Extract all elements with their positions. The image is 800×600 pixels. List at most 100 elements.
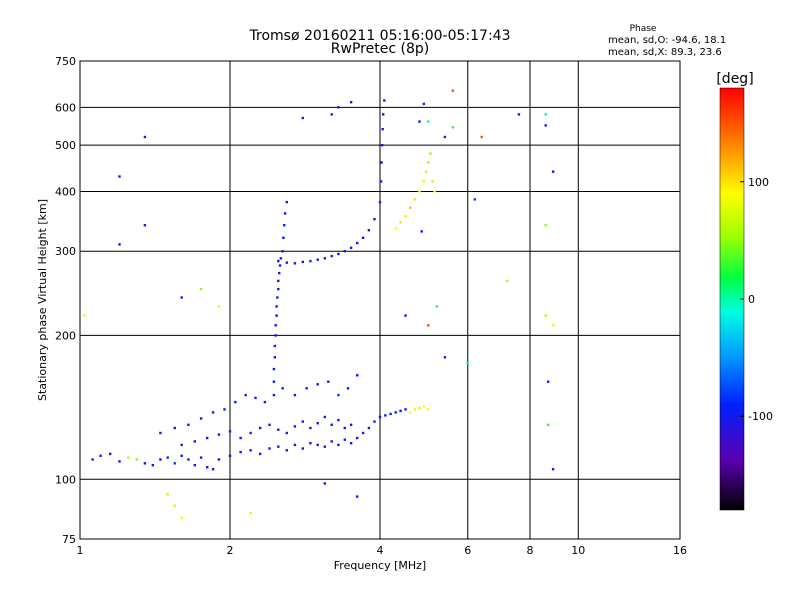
data-point: [118, 460, 121, 463]
data-point: [199, 456, 203, 459]
data-point: [330, 113, 333, 116]
chart-title: Tromsø 20160211 05:16:00-05:17:43: [249, 28, 511, 44]
data-point: [466, 361, 469, 365]
data-point: [293, 262, 297, 265]
data-point: [381, 144, 384, 147]
data-point: [404, 314, 407, 317]
data-point: [285, 449, 288, 452]
data-point: [305, 387, 308, 390]
data-point: [259, 452, 262, 456]
data-point: [277, 259, 280, 263]
data-point: [187, 458, 190, 461]
data-point: [217, 305, 221, 308]
data-point: [431, 180, 434, 183]
data-point: [166, 493, 169, 496]
data-point: [418, 406, 421, 410]
y-tick-label: 100: [55, 473, 76, 486]
data-point: [239, 450, 242, 454]
data-point: [199, 417, 203, 420]
data-point: [180, 454, 183, 457]
data-point: [451, 126, 454, 129]
data-point: [420, 230, 423, 233]
x-tick-label: 10: [571, 544, 585, 557]
y-tick-label: 300: [55, 245, 76, 258]
data-point: [399, 221, 402, 224]
data-point: [544, 124, 547, 127]
data-point: [517, 113, 521, 116]
x-tick-label: 16: [673, 544, 687, 557]
y-tick-label: 200: [55, 329, 76, 342]
data-points: [83, 89, 555, 520]
data-point: [443, 135, 447, 139]
data-point: [422, 405, 426, 408]
data-point: [199, 287, 203, 291]
data-point: [435, 305, 438, 308]
data-point: [330, 440, 333, 443]
data-point: [272, 393, 276, 397]
data-point: [91, 458, 94, 461]
data-point: [173, 504, 176, 507]
data-point: [547, 380, 550, 383]
y-tick-label: 600: [55, 101, 76, 114]
data-point: [293, 443, 297, 447]
data-point: [429, 152, 432, 155]
data-point: [327, 380, 330, 383]
data-point: [323, 482, 326, 485]
data-point: [301, 447, 304, 450]
data-point: [316, 443, 319, 447]
data-point: [159, 458, 162, 461]
data-point: [337, 418, 340, 422]
data-point: [276, 296, 279, 299]
data-point: [356, 374, 359, 377]
colorbar-tick-label: 0: [748, 293, 755, 306]
x-tick-label: 2: [227, 544, 234, 557]
data-point: [272, 367, 276, 371]
data-point: [309, 426, 312, 430]
data-point: [330, 423, 333, 426]
data-point: [277, 428, 280, 431]
data-point: [273, 356, 276, 359]
data-point: [343, 250, 346, 253]
data-point: [418, 120, 421, 123]
data-point: [217, 433, 221, 436]
data-point: [187, 423, 190, 426]
data-point: [551, 324, 555, 327]
data-point: [282, 236, 285, 239]
data-point: [544, 224, 547, 227]
data-point: [427, 120, 430, 123]
data-point: [356, 241, 359, 245]
data-point: [277, 279, 280, 283]
data-point: [272, 380, 276, 383]
data-point: [451, 89, 454, 92]
data-point: [409, 206, 412, 209]
data-point: [422, 102, 426, 106]
data-point: [394, 411, 397, 414]
data-point: [367, 229, 371, 232]
colorbar-ticks: 100 0 -100: [740, 176, 773, 423]
data-point: [413, 408, 417, 411]
data-point: [166, 456, 169, 459]
data-point: [283, 212, 287, 215]
data-point: [279, 257, 283, 260]
data-point: [427, 161, 430, 164]
chart-subtitle: RwPretec (8p): [331, 41, 429, 57]
data-point: [323, 415, 326, 419]
data-point: [268, 423, 271, 426]
data-point: [316, 258, 319, 261]
data-point: [382, 113, 385, 116]
data-point: [346, 387, 350, 390]
colorbar-tick-label: -100: [748, 410, 773, 423]
data-point: [180, 443, 183, 447]
data-point: [337, 393, 340, 397]
grid-lines: [80, 61, 680, 539]
data-point: [544, 113, 547, 116]
data-point: [473, 198, 476, 201]
data-point: [143, 224, 147, 227]
data-point: [373, 218, 376, 221]
data-point: [309, 259, 312, 263]
x-tick-label: 4: [377, 544, 384, 557]
data-point: [278, 264, 282, 267]
data-point: [323, 257, 326, 260]
data-point: [301, 260, 304, 264]
data-point: [143, 462, 147, 465]
